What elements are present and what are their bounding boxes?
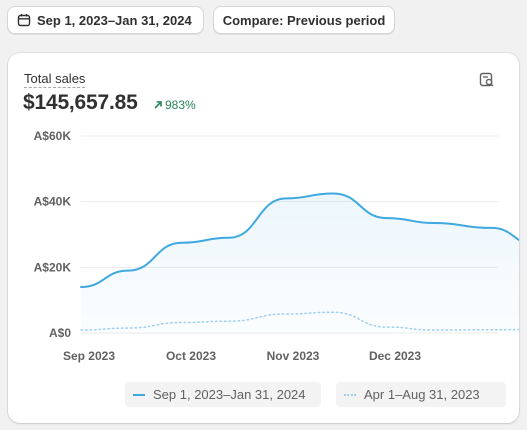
legend-item-previous[interactable]: Apr 1–Aug 31, 2023 [336,382,506,407]
x-tick-label: Nov 2023 [267,349,320,363]
metric-value: $145,657.85 [23,91,138,114]
arrow-up-right-icon [154,101,162,109]
legend-item-current[interactable]: Sep 1, 2023–Jan 31, 2024 [125,382,321,407]
x-tick-label: Dec 2023 [369,349,421,363]
calendar-icon [17,14,31,27]
metric-label[interactable]: Total sales [24,71,86,88]
y-tick-label: A$20K [34,260,72,274]
date-range-button[interactable]: Sep 1, 2023–Jan 31, 2024 [7,6,204,34]
legend-swatch-dotted [344,393,356,396]
compare-button[interactable]: Compare: Previous period [213,6,395,34]
y-tick-label: A$40K [34,195,72,209]
x-tick-label: Sep 2023 [63,349,115,363]
legend-swatch-solid [133,393,145,396]
y-tick-label: A$60K [34,129,72,143]
compare-label: Compare: Previous period [222,12,386,28]
y-tick-label: A$0 [49,326,71,340]
series-line-previous [80,311,519,331]
report-search-icon[interactable] [478,71,496,89]
series-area-current [81,193,519,333]
date-range-label: Sep 1, 2023–Jan 31, 2024 [37,12,192,28]
sales-chart: A$0 A$20K A$40K A$60K Sep 2023 Oct 2023 Nov 2… [34,129,519,363]
legend-label-current: Sep 1, 2023–Jan 31, 2024 [153,387,306,402]
metric-change-value: 983% [165,98,196,112]
legend-label-previous: Apr 1–Aug 31, 2023 [364,387,480,402]
total-sales-card: Total sales $145,657.85 983% A$0 A$20K A$4… [8,53,519,423]
metric-change: 983% [153,98,196,112]
series-line-current [80,192,519,289]
x-tick-label: Oct 2023 [166,349,216,363]
